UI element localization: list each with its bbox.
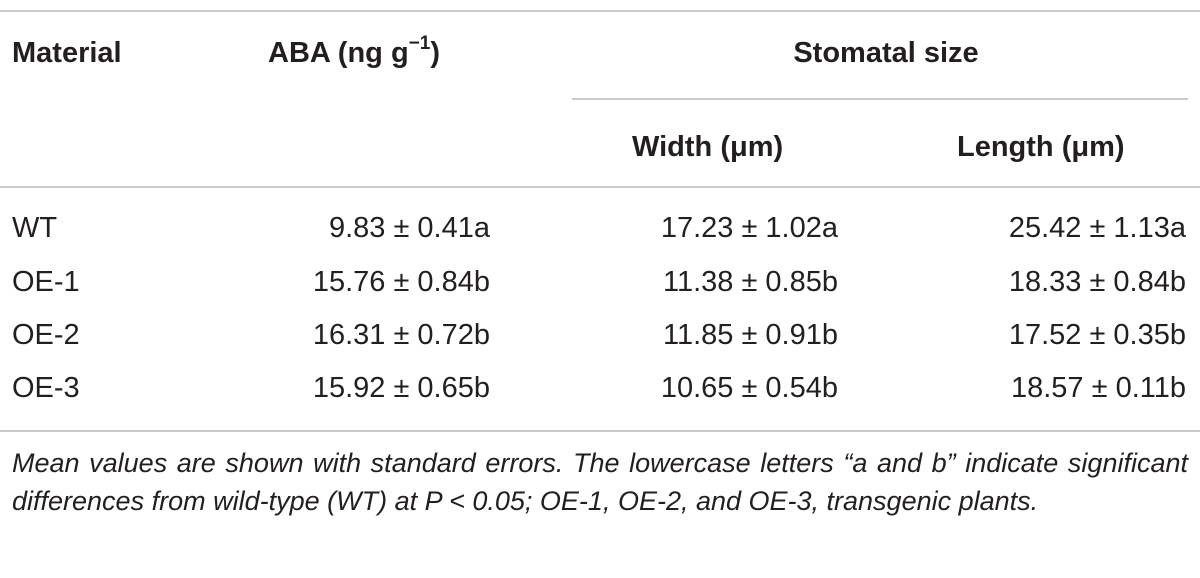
cell-aba: 16.31 ± 0.72b [312, 319, 490, 351]
header-material: Material [12, 37, 122, 69]
cell-width: 11.38 ± 0.85b [662, 266, 838, 298]
cell-material: WT [12, 212, 58, 244]
header-bottom-rule [0, 186, 1200, 188]
cell-length: 18.57 ± 0.11b [1010, 372, 1186, 404]
table-footnote: Mean values are shown with standard erro… [12, 448, 1188, 516]
stomatal-size-rule [572, 98, 1188, 100]
cell-length: 18.33 ± 0.84b [1008, 266, 1186, 298]
cell-width: 10.65 ± 0.54b [660, 372, 838, 404]
cell-aba: 9.83 ± 0.41a [328, 212, 490, 244]
cell-width: 11.85 ± 0.91b [662, 319, 838, 351]
header-width: Width (μm) [632, 131, 784, 163]
cell-aba: 15.92 ± 0.65b [312, 372, 490, 404]
header-length: Length (μm) [957, 131, 1125, 163]
cell-width: 17.23 ± 1.02a [660, 212, 838, 244]
table-bottom-rule [0, 430, 1200, 432]
cell-material: OE-2 [12, 319, 80, 351]
cell-material: OE-3 [12, 372, 80, 404]
header-stomatal-size: Stomatal size [793, 37, 979, 69]
header-aba: ABA (ng g−1) [268, 33, 441, 69]
cell-material: OE-1 [12, 266, 80, 298]
top-rule [0, 10, 1200, 12]
cell-length: 17.52 ± 0.35b [1008, 319, 1186, 351]
cell-length: 25.42 ± 1.13a [1008, 212, 1186, 244]
cell-aba: 15.76 ± 0.84b [312, 266, 490, 298]
